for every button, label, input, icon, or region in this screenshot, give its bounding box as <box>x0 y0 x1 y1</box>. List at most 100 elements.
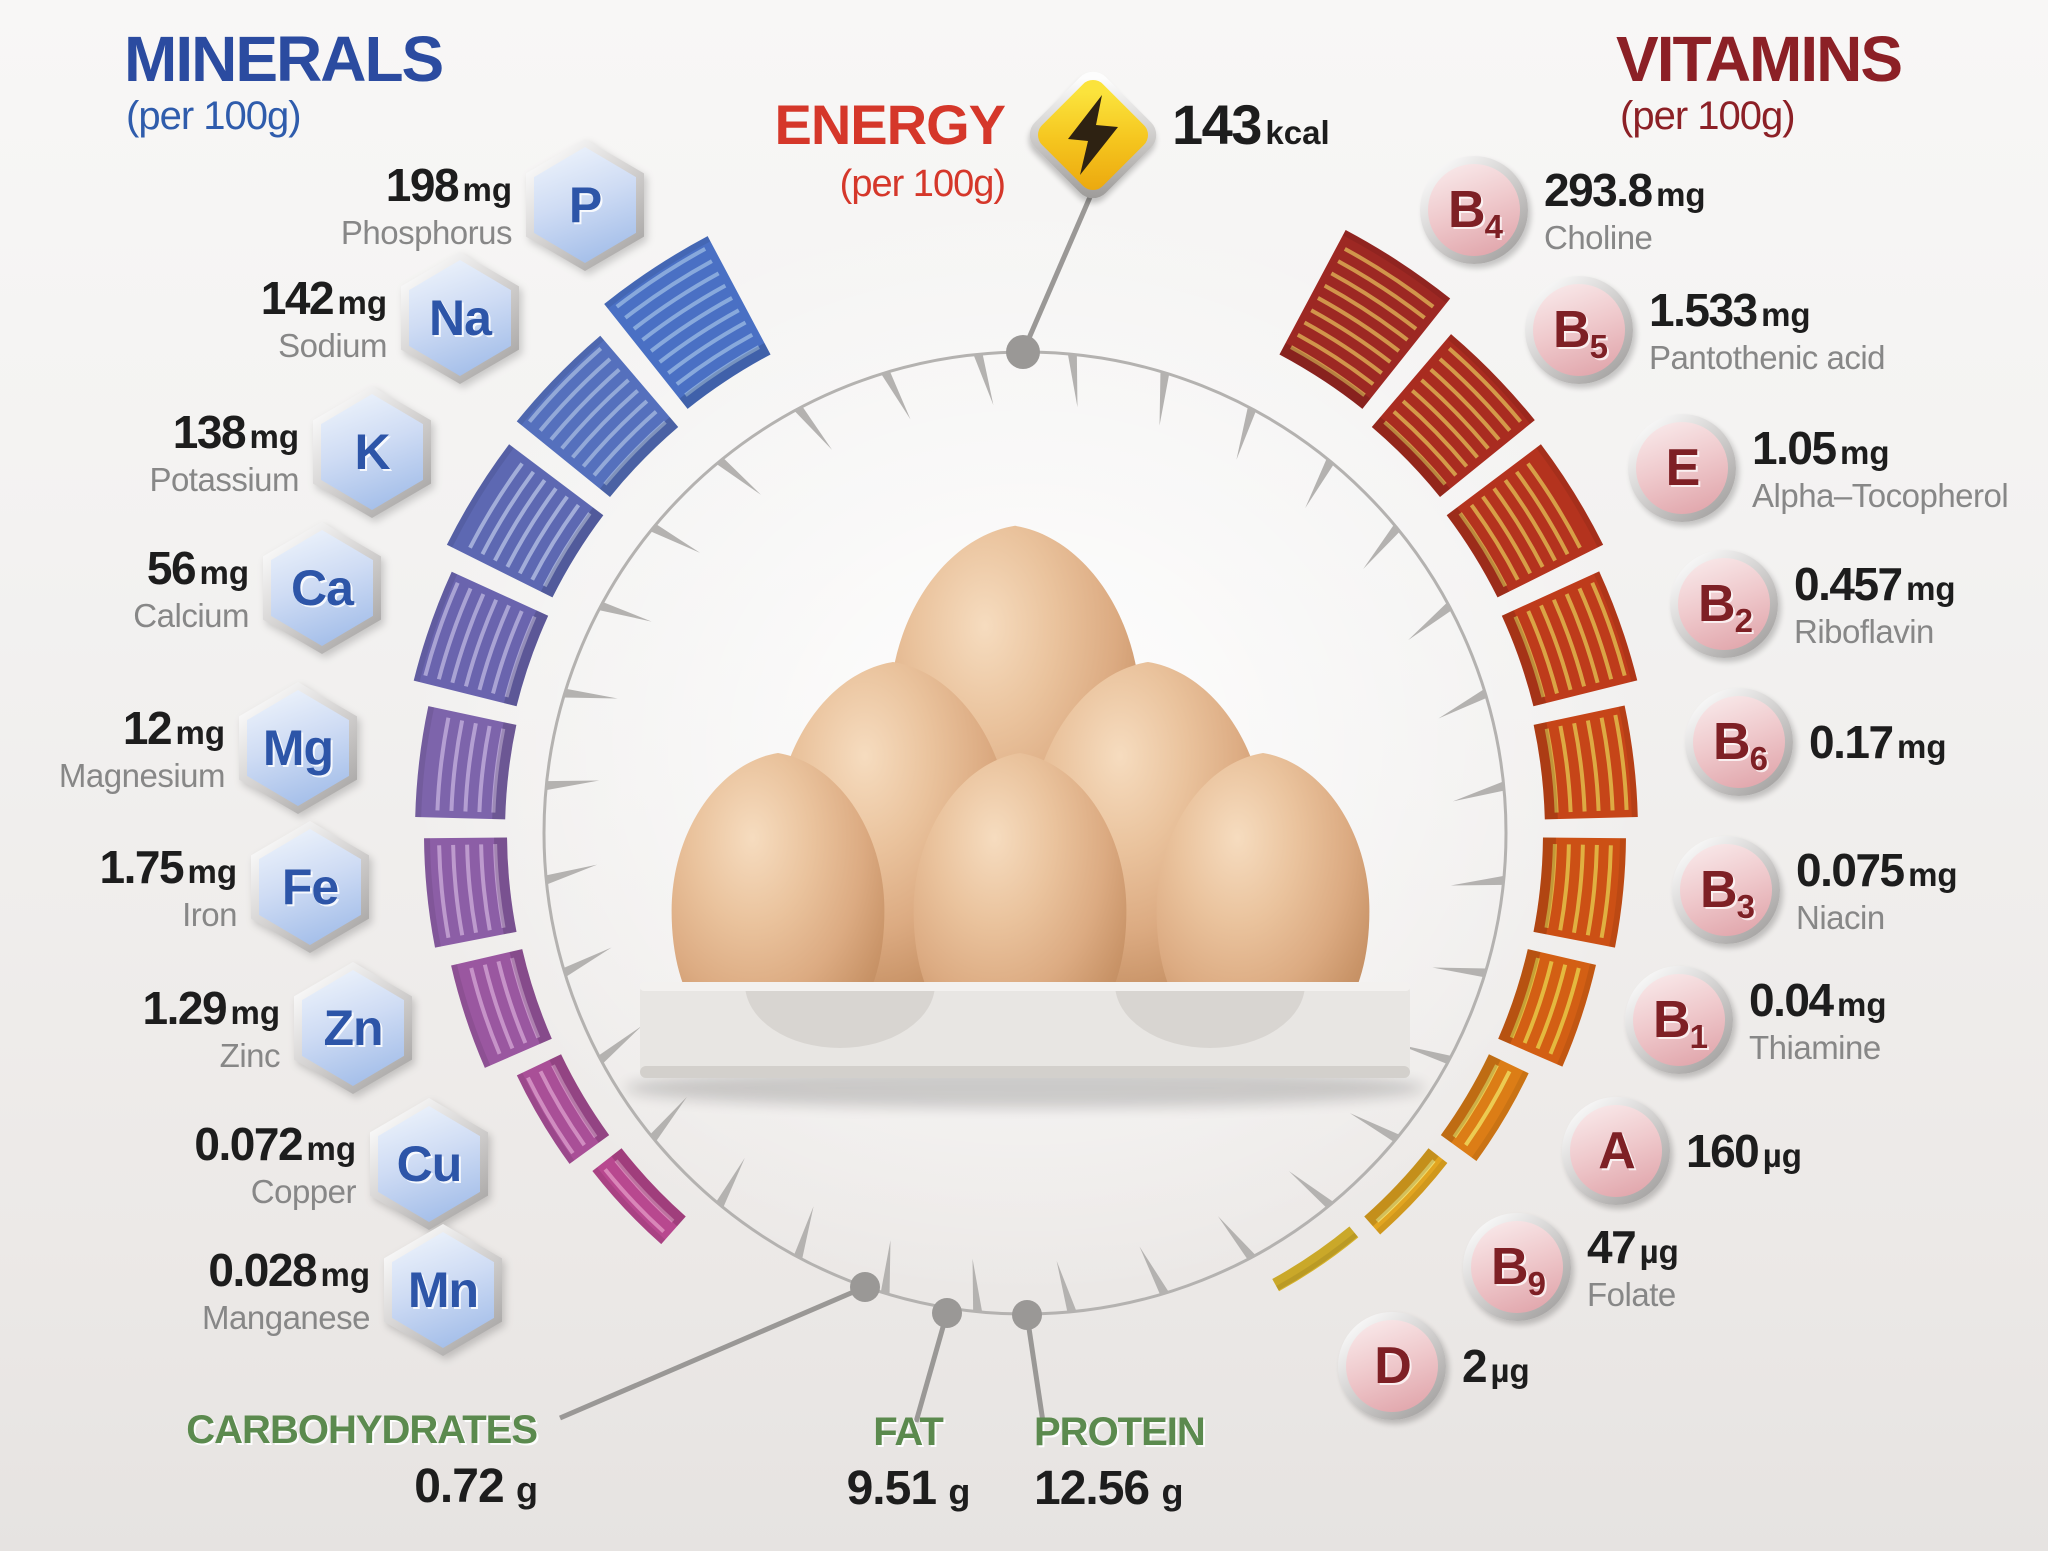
vitamin-value: 47 <box>1587 1221 1637 1273</box>
segment-stripe <box>1447 346 1523 423</box>
vitamin-symbol-sub: 9 <box>1527 1265 1546 1302</box>
segment-stripe <box>482 964 515 1050</box>
vitamin-badge-d: D <box>1338 1312 1446 1420</box>
mineral-unit: mg <box>230 994 281 1031</box>
mineral-row-iron: 1.75 mg Iron Fe <box>100 821 369 953</box>
segment-stripe <box>451 844 465 936</box>
vitamin-symbol-sub: 3 <box>1736 888 1755 925</box>
segment-stripe <box>468 462 524 549</box>
tick-mark <box>1288 1171 1335 1209</box>
segment-B5 <box>1371 334 1535 497</box>
lightning-icon <box>1032 74 1154 196</box>
mineral-value: 1.29 <box>142 982 228 1034</box>
segment-stripe <box>1337 259 1426 320</box>
segment-inner-shade <box>599 417 679 497</box>
tick-mark <box>972 1258 983 1314</box>
segment-stripe <box>463 722 478 812</box>
segment-inner-shade <box>611 1148 686 1227</box>
tick-mark <box>715 457 762 495</box>
segment-inner-shade <box>503 610 549 707</box>
segment-stripe <box>435 717 451 811</box>
mineral-badge-p: P <box>526 139 644 271</box>
vitamin-label: Alpha–Tocopherol <box>1752 477 2009 514</box>
tick-mark <box>597 1025 642 1065</box>
mineral-unit: mg <box>306 1130 357 1167</box>
mineral-unit: mg <box>175 714 226 751</box>
mineral-unit: mg <box>320 1256 371 1293</box>
segment-stripe <box>1572 722 1587 812</box>
segment-Na <box>516 335 679 497</box>
segment-inner-shade <box>1272 1226 1358 1291</box>
mineral-badge-mg: Mg <box>239 682 357 814</box>
minerals-title: MINERALS <box>124 23 444 95</box>
vitamin-unit: mg <box>1656 176 1706 213</box>
connector-dot <box>932 1298 962 1328</box>
segment-stripe <box>1526 610 1559 694</box>
mineral-value: 0.072 <box>194 1118 303 1170</box>
segment-stripe <box>480 470 535 556</box>
vitamin-symbol-sub: 2 <box>1734 602 1753 639</box>
segment-stripe <box>436 587 473 680</box>
tick-mark <box>1139 1246 1170 1296</box>
tick-mark <box>1236 405 1257 460</box>
segment-stripe <box>493 478 547 562</box>
segment-stripe <box>477 604 511 691</box>
segment-stripe <box>1558 725 1573 813</box>
mineral-label: Manganese <box>202 1299 370 1336</box>
carton-rim <box>640 982 1410 991</box>
macro-fat: FAT 9.51 g <box>828 1410 988 1516</box>
segment-stripe <box>1599 717 1615 811</box>
segment-inner-shade <box>540 507 604 598</box>
vitamin-value: 0.04 <box>1749 974 1834 1026</box>
segment-stripe <box>551 1064 598 1139</box>
segment-stripe <box>1522 960 1554 1044</box>
carton-cup-right <box>1115 984 1305 1048</box>
macro-value: 0.72 <box>414 1460 504 1513</box>
macro-label: PROTEIN <box>1034 1410 1206 1454</box>
segment-Mn <box>592 1148 686 1245</box>
segment-stripe <box>1515 470 1570 556</box>
vitamin-badge-b3: B3 <box>1672 836 1780 944</box>
segment-stripe <box>560 378 630 450</box>
vitamin-label: Choline <box>1544 219 1653 256</box>
segment-stripe <box>1577 587 1614 680</box>
tick-mark <box>1349 1113 1401 1143</box>
segment-stripe <box>505 487 558 568</box>
segment-stripe <box>491 728 506 813</box>
connector-line <box>559 1284 866 1421</box>
tick-mark <box>1452 781 1506 802</box>
segment-stripe <box>1296 333 1375 386</box>
tick-mark <box>1438 688 1488 719</box>
segment-stripe <box>581 399 649 468</box>
vitamin-badge-b1: B1 <box>1625 966 1733 1074</box>
vitamin-symbol: B <box>1553 301 1591 359</box>
vitamin-badge-b9: B9 <box>1463 1213 1571 1321</box>
segment-stripe <box>527 346 603 423</box>
energy-badge <box>1022 64 1164 206</box>
segment-outer-shade <box>1536 444 1604 548</box>
tick-mark <box>1363 523 1401 570</box>
vitamin-symbol: B <box>1713 713 1751 771</box>
vitamin-symbol: B <box>1653 991 1691 1049</box>
segment-stripe <box>1303 320 1383 375</box>
segment-stripe <box>1548 967 1581 1055</box>
mineral-badge-cu: Cu <box>370 1098 488 1230</box>
mineral-label: Magnesium <box>58 757 226 794</box>
segment-stripe <box>1572 844 1585 934</box>
mineral-row-calcium: 56 mg Calcium Ca <box>133 522 381 654</box>
mineral-unit: mg <box>187 853 238 890</box>
vitamin-value: 160 <box>1686 1125 1760 1177</box>
segment-stripe <box>542 512 592 588</box>
segment-stripe <box>526 1076 575 1155</box>
vitamin-symbol: A <box>1598 1122 1636 1180</box>
segment-K <box>446 444 604 598</box>
vitamin-label: Thiamine <box>1749 1029 1881 1066</box>
vitamin-symbol: B <box>1698 575 1736 633</box>
vitamins-subtitle: (per 100g) <box>1620 94 1796 138</box>
connector-dot <box>1006 335 1040 369</box>
tick-mark <box>1217 1216 1257 1261</box>
segment-stripe <box>1513 615 1546 698</box>
carton-base <box>640 1066 1410 1078</box>
mineral-row-sodium: 142 mg Sodium Na <box>261 252 519 384</box>
segment-stripe <box>1544 844 1557 929</box>
